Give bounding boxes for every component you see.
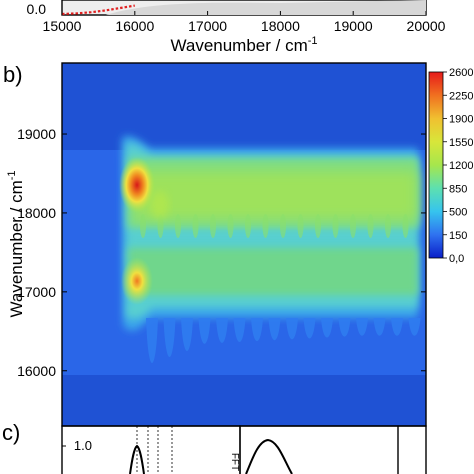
heatmap-ripple <box>233 318 246 342</box>
heatmap-ripple <box>408 318 421 336</box>
heatmap-ripple <box>391 318 403 336</box>
panel-a: 0.0 15000 16000 17000 18000 19000 20000 Waven… <box>27 0 446 55</box>
heatmap-y-tick-label: 17000 <box>17 284 56 300</box>
colorbar-tick-label: 850 <box>449 183 467 195</box>
panel-c-y-tick-label: 1.0 <box>74 438 92 453</box>
panel-a-x-axis-label: Wavenumber / cm-1 <box>170 35 317 55</box>
heatmap-hotspot-lower <box>121 257 153 305</box>
panel-a-x-tick-label: 16000 <box>115 18 154 34</box>
heatmap-band-fringe <box>140 214 146 238</box>
heatmap-band-fringe <box>280 214 286 238</box>
heatmap-ripple <box>286 318 298 340</box>
heatmap-y-ticks: 16000 17000 18000 19000 <box>17 126 426 379</box>
heatmap-ripples <box>140 214 421 363</box>
heatmap-ripple <box>216 318 228 343</box>
panel-c-label: c) <box>2 420 20 445</box>
heatmap-ripple <box>251 318 263 342</box>
heatmap-band-fringe <box>227 214 234 238</box>
panel-c: c) 1.0 FFT <box>2 420 427 474</box>
panel-c-right-series-line <box>245 438 293 474</box>
panel-c-left-series-line <box>129 444 145 474</box>
colorbar-tick-label: 1200 <box>449 160 473 172</box>
colorbar <box>428 71 444 259</box>
heatmap-ripple <box>146 318 158 363</box>
colorbar-tick-label: 1900 <box>449 114 473 126</box>
heatmap-ripple <box>198 318 211 344</box>
heatmap-band-fringe <box>192 214 199 238</box>
heatmap-band-fringe <box>245 214 251 238</box>
heatmap-ripple <box>356 318 368 336</box>
panel-c-reference-lines <box>136 426 173 474</box>
heatmap-band-fringe <box>297 214 304 238</box>
heatmap-y-tick-label: 18000 <box>17 205 56 221</box>
panel-a-x-ticks: 15000 16000 17000 18000 19000 20000 <box>43 11 446 34</box>
heatmap-y-tick-label: 19000 <box>17 126 56 142</box>
heatmap-band-fringe <box>157 214 164 238</box>
colorbar-tick-label: 2600 <box>449 67 473 79</box>
heatmap-band-fringe <box>315 214 321 238</box>
panel-a-x-tick-label: 19000 <box>334 18 373 34</box>
heatmap-band-fringe <box>402 214 409 238</box>
heatmap-band-fringe <box>175 214 181 238</box>
panel-a-x-tick-label: 18000 <box>261 18 300 34</box>
panel-a-x-tick-label: 17000 <box>188 18 227 34</box>
colorbar-ticks: 2600 2250 1900 1550 1200 850 500 150 0,0 <box>443 67 473 265</box>
heatmap-band-fringe <box>367 214 374 238</box>
heatmap-ripple <box>268 318 281 341</box>
panel-b: b) 16000 17000 18000 19000 Wavenumber / cm-… <box>3 62 473 427</box>
heatmap-y-axis-label: Wavenumber / cm-1 <box>6 170 26 317</box>
panel-c-right-axis-label: FFT <box>229 453 240 471</box>
heatmap-band-fringe <box>350 214 356 238</box>
colorbar-tick-label: 2250 <box>449 90 473 102</box>
panel-a-series-line <box>61 4 135 16</box>
heatmap-hotspot-upper-shade <box>151 191 169 219</box>
heatmap-y-tick-label: 16000 <box>17 363 56 379</box>
heatmap-ripple <box>303 318 316 339</box>
panel-b-label: b) <box>3 62 23 87</box>
heatmap-ripple <box>373 318 386 336</box>
colorbar-tick-label: 0,0 <box>449 253 464 265</box>
heatmap-band-fringe <box>210 214 216 238</box>
heatmap-band-fringe <box>262 214 269 238</box>
heatmap-ripple <box>338 318 351 337</box>
heatmap-ripple <box>321 318 333 338</box>
panel-a-fill <box>105 0 426 15</box>
heatmap-image <box>62 63 426 426</box>
panel-a-y-tick-label: 0.0 <box>27 1 47 17</box>
colorbar-tick-label: 1550 <box>449 137 473 149</box>
panel-a-x-tick-label: 15000 <box>43 18 82 34</box>
heatmap-ripple <box>181 318 193 351</box>
heatmap-hotspot-upper <box>119 157 155 213</box>
heatmap-band-lower <box>128 248 418 295</box>
colorbar-tick-label: 150 <box>449 230 467 242</box>
heatmap-band-upper-core <box>134 170 418 220</box>
colorbar-tick-label: 500 <box>449 207 467 219</box>
heatmap-ripple <box>163 318 176 357</box>
heatmap-band-fringe <box>332 214 339 238</box>
panel-c-right-frame <box>239 425 427 474</box>
heatmap-band-fringe <box>385 214 391 238</box>
panel-a-x-tick-label: 20000 <box>407 18 446 34</box>
